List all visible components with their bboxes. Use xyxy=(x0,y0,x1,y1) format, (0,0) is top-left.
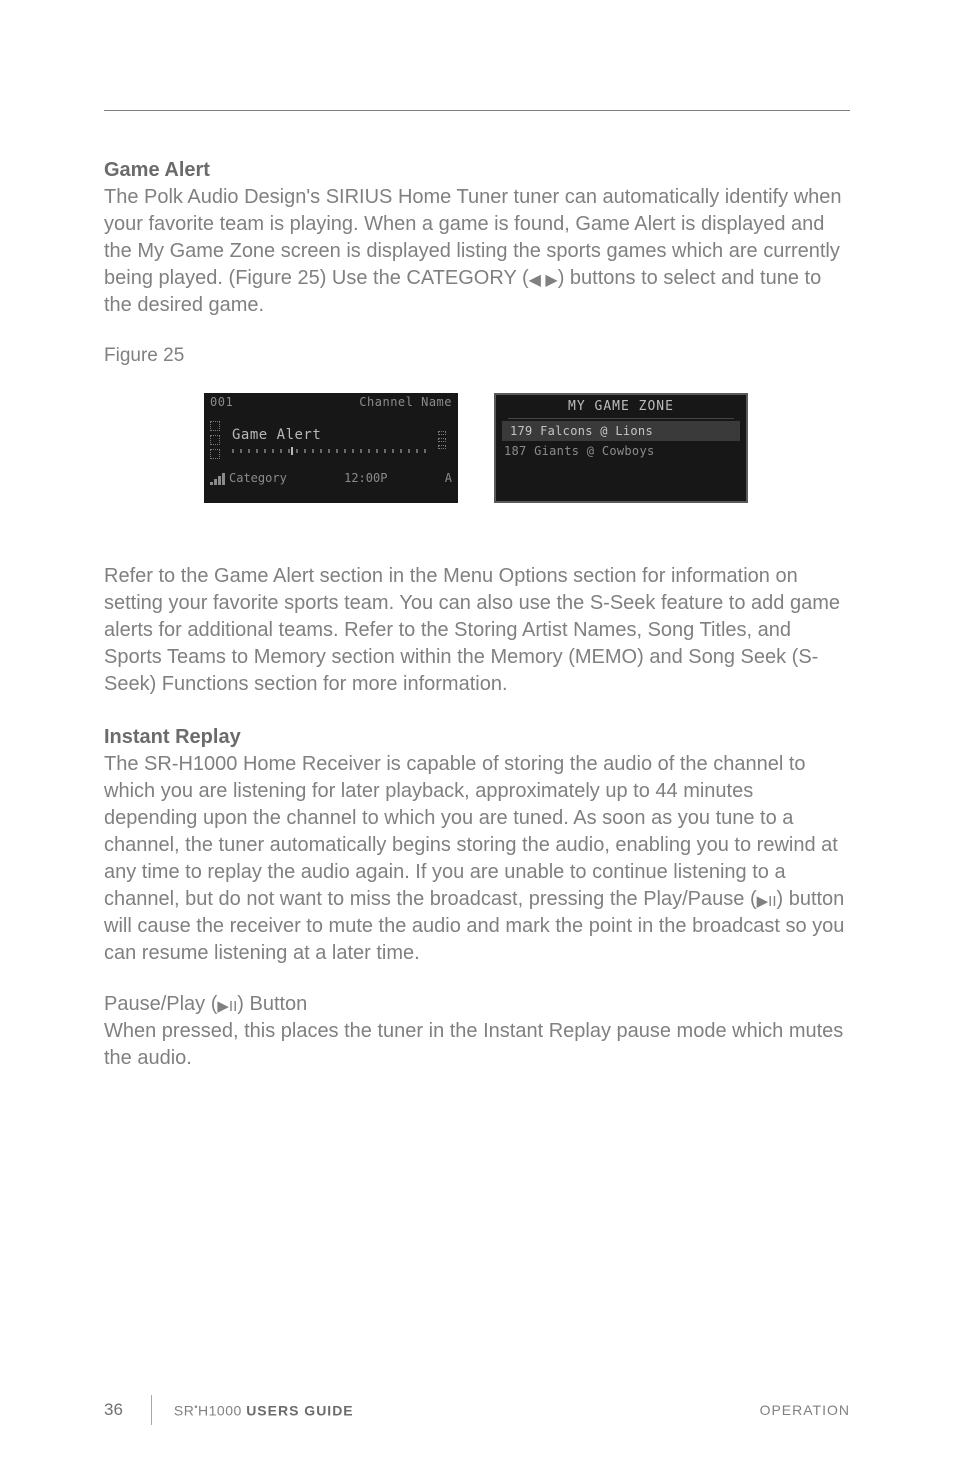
pause-play-label: Pause/Play (▶II) Button xyxy=(104,991,850,1018)
lcd1-channel-num: 001 xyxy=(210,395,233,409)
play-pause-icon: ▶II xyxy=(757,893,777,910)
lcd1-left-dots xyxy=(210,421,224,459)
lcd1-a: A xyxy=(445,471,452,485)
footer-model-b: H1000 xyxy=(198,1402,246,1418)
lcd1-right-dots xyxy=(438,431,452,449)
lcd1-bottombar: Category 12:00P A xyxy=(204,469,458,485)
lcd1-mid: Game Alert xyxy=(204,411,458,469)
instant-replay-section: Instant Replay The SR-H1000 Home Receive… xyxy=(104,726,850,1072)
footer-divider xyxy=(151,1395,152,1425)
figure-row: 001 Channel Name Game Alert Category xyxy=(104,393,850,503)
lcd1-category: Category xyxy=(229,471,287,485)
figure-label: Figure 25 xyxy=(104,345,850,367)
footer-model: SR•H1000 USERS GUIDE xyxy=(174,1402,354,1419)
lcd1-channel-name: Channel Name xyxy=(359,395,452,409)
game-alert-section: Game Alert The Polk Audio Design's SIRIU… xyxy=(104,159,850,319)
lcd-game-zone: MY GAME ZONE 179 Falcons @ Lions 187 Gia… xyxy=(494,393,748,503)
page-number: 36 xyxy=(104,1400,123,1420)
pause-play-para: When pressed, this places the tuner in t… xyxy=(104,1018,850,1072)
lcd2-row2: 187 Giants @ Cowboys xyxy=(496,441,746,461)
game-alert-title: Game Alert xyxy=(104,159,850,182)
lcd1-progress xyxy=(232,449,430,453)
instant-replay-title: Instant Replay xyxy=(104,726,850,749)
ir-para-a: The SR-H1000 Home Receiver is capable of… xyxy=(104,753,838,910)
play-pause-icon-2: ▶II xyxy=(217,998,237,1015)
lcd1-topbar: 001 Channel Name xyxy=(204,393,458,411)
footer-section-name: OPERATION xyxy=(760,1402,850,1418)
game-alert-para: The Polk Audio Design's SIRIUS Home Tune… xyxy=(104,184,850,319)
lcd1-track-area: Game Alert xyxy=(224,427,438,453)
mid-paragraph: Refer to the Game Alert section in the M… xyxy=(104,563,850,698)
signal-bars-icon xyxy=(210,473,225,485)
pp-label-b: ) Button xyxy=(237,993,307,1015)
footer-model-bold: USERS GUIDE xyxy=(246,1402,353,1418)
lcd2-header: MY GAME ZONE xyxy=(508,395,734,419)
lcd1-alert-text: Game Alert xyxy=(232,427,430,443)
top-rule xyxy=(104,110,850,111)
lcd-game-alert: 001 Channel Name Game Alert Category xyxy=(204,393,458,503)
category-arrows-icon: ◀ ▶ xyxy=(529,272,558,289)
footer-left: 36 SR•H1000 USERS GUIDE xyxy=(104,1395,354,1425)
pp-label-a: Pause/Play ( xyxy=(104,993,217,1015)
page-footer: 36 SR•H1000 USERS GUIDE OPERATION xyxy=(104,1395,850,1425)
lcd2-row1: 179 Falcons @ Lions xyxy=(502,421,740,441)
instant-replay-para: The SR-H1000 Home Receiver is capable of… xyxy=(104,751,850,967)
footer-model-a: SR xyxy=(174,1402,194,1418)
lcd1-time: 12:00P xyxy=(344,471,387,485)
